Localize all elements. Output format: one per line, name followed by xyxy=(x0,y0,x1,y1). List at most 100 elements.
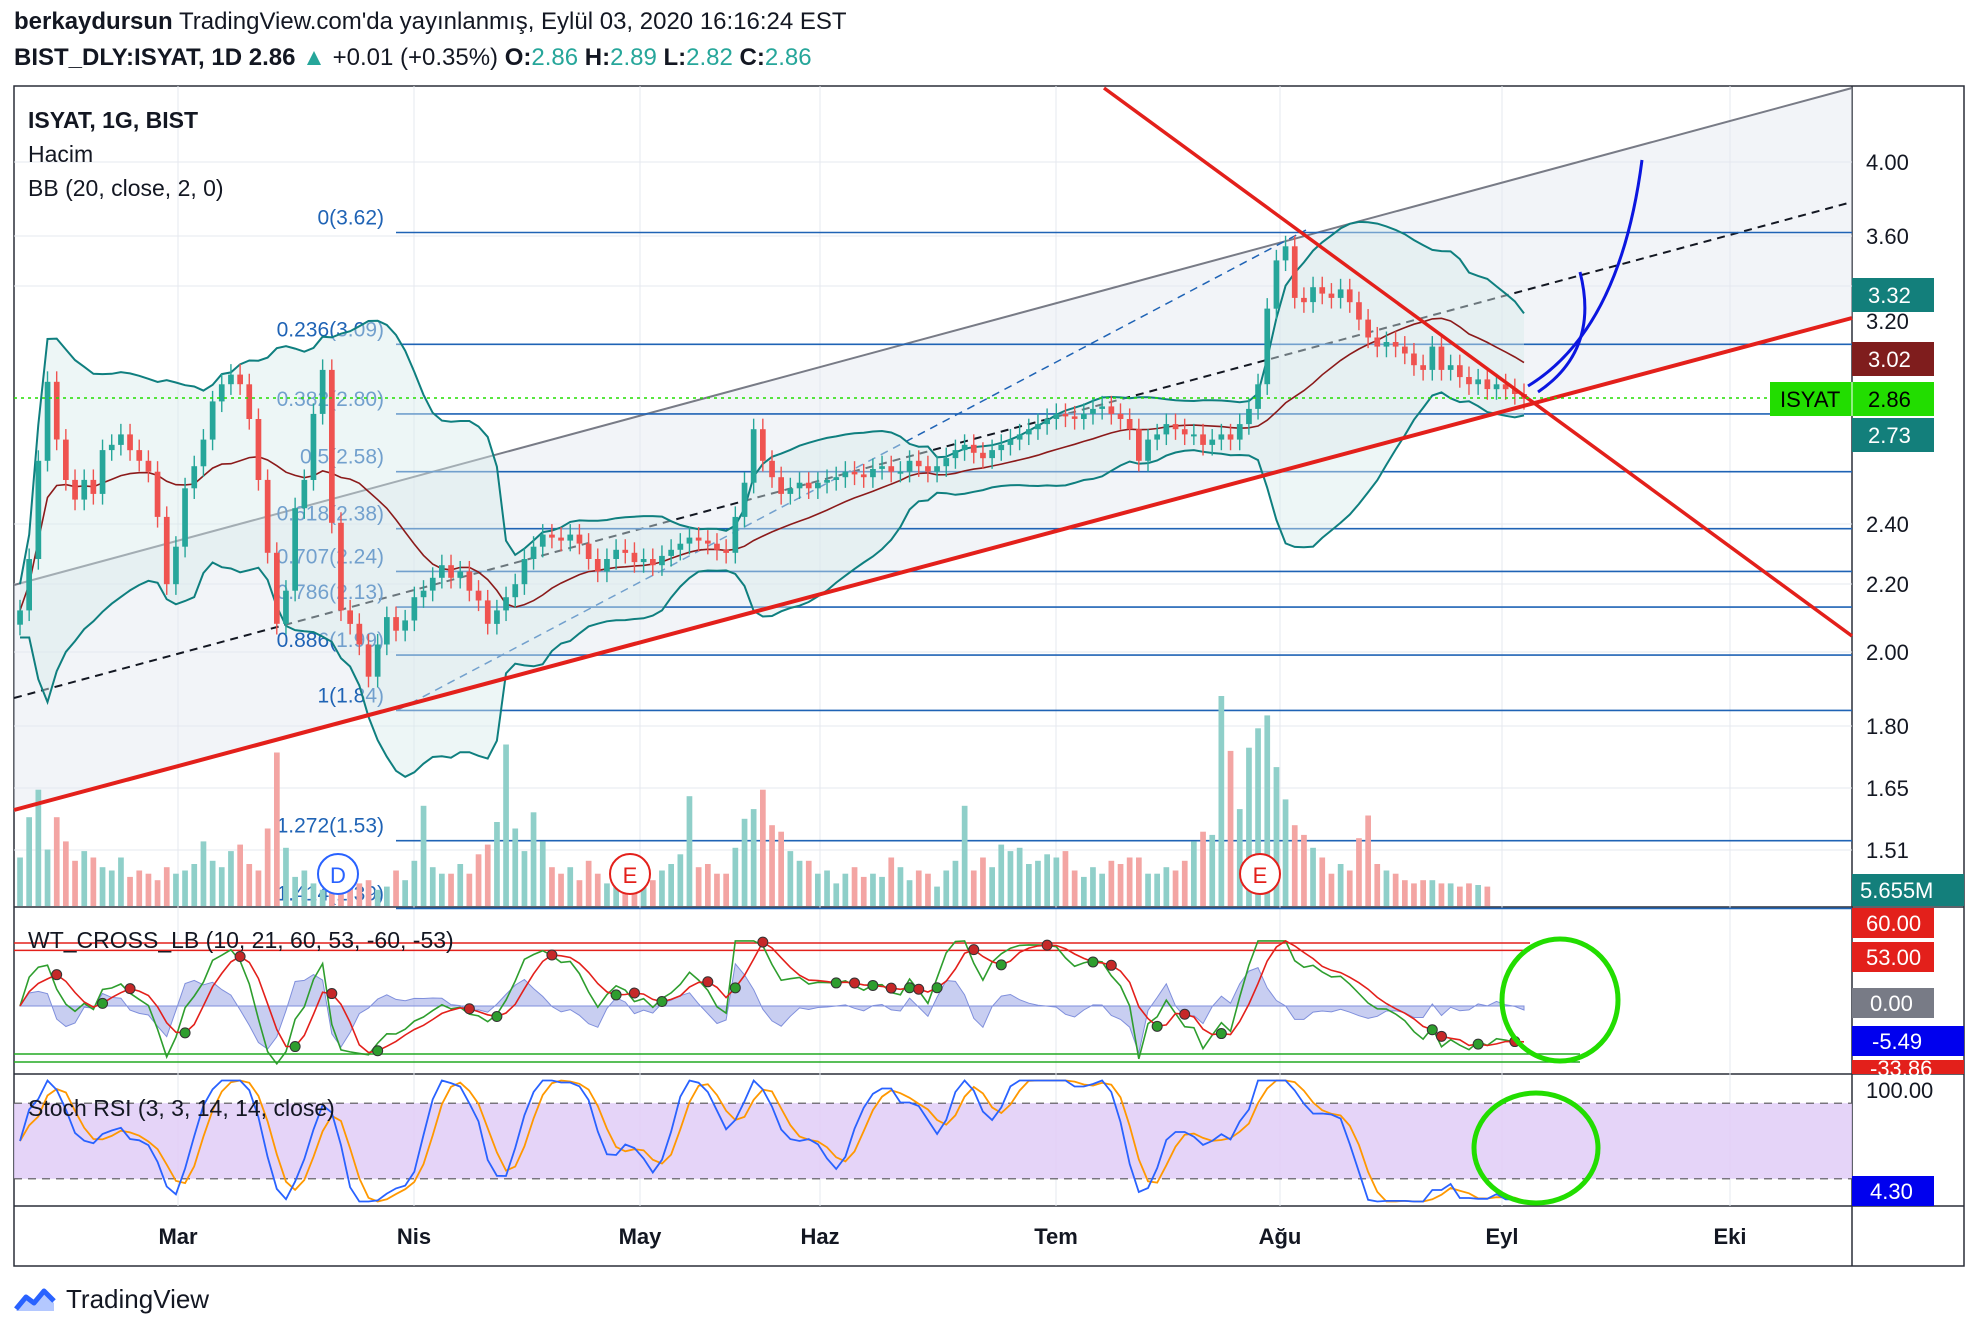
volume-bar xyxy=(1365,815,1371,906)
volume-bar xyxy=(53,817,60,906)
volume-bar xyxy=(1062,851,1069,906)
wt-cross-dot xyxy=(1435,1030,1447,1042)
wt-cross-dot xyxy=(610,989,622,1001)
price-grid xyxy=(14,161,1852,851)
wt-cross-dot xyxy=(491,1011,503,1023)
time-grid xyxy=(177,86,1731,1206)
candle-body xyxy=(484,600,491,624)
wt-cross-dot xyxy=(849,977,861,989)
candle-body xyxy=(1026,429,1032,435)
stoch-highlight-circle[interactable] xyxy=(1471,1090,1601,1206)
y-tick: 2.40 xyxy=(1866,512,1909,537)
candle-body xyxy=(668,549,674,556)
wt-cross-dot xyxy=(234,951,246,963)
legend-volume: Hacim xyxy=(28,141,93,167)
volume-bar xyxy=(1191,841,1197,906)
channel-mid-line xyxy=(13,201,1853,699)
volume-bar xyxy=(356,883,363,906)
dividend-marker[interactable]: D xyxy=(317,853,359,895)
volume-bar xyxy=(484,844,491,906)
volume-bar xyxy=(1438,883,1445,906)
candle-body xyxy=(1209,439,1216,445)
volume-bar xyxy=(1081,876,1087,906)
wt-axis: 60.00 53.00 0.00 -5.49 -33.86 xyxy=(1852,908,1964,1081)
volume-bar xyxy=(879,876,885,906)
candle-body xyxy=(686,537,693,544)
candle-body xyxy=(457,571,464,578)
candle-body xyxy=(943,458,950,467)
wt-cross-dot xyxy=(729,982,741,994)
badge-volume: 5.655M xyxy=(1860,878,1933,903)
volume-bar xyxy=(842,873,849,906)
volume-bar xyxy=(1117,864,1124,906)
channel-upper-line xyxy=(13,87,1853,586)
earnings-marker[interactable]: E xyxy=(1239,853,1281,895)
volume-bar xyxy=(860,876,867,906)
candle-body xyxy=(925,466,931,472)
earnings-marker[interactable]: E xyxy=(609,853,651,895)
candle-body xyxy=(1218,434,1225,440)
wt-cross-dot xyxy=(904,982,916,994)
candle-body xyxy=(1420,365,1426,370)
volume-bar xyxy=(411,860,418,906)
volume-bar xyxy=(613,873,619,906)
candle-body xyxy=(1484,379,1491,390)
candle-body xyxy=(1145,439,1151,461)
fibonacci-retracement[interactable]: 0(3.62)0.236(3.09)0.382(2.80)0.5(2.58)0.… xyxy=(277,206,1852,910)
candle-body xyxy=(1411,353,1417,366)
wt-cross-dot xyxy=(1105,959,1117,971)
wt-highlight-circle[interactable] xyxy=(1499,936,1621,1064)
wt-cross-dot xyxy=(372,1045,384,1057)
candle-body xyxy=(429,577,436,591)
volume-bar xyxy=(815,873,821,906)
candle-body xyxy=(374,644,381,677)
stoch-rsi-pane xyxy=(14,1078,1852,1203)
volume-bar xyxy=(1099,873,1105,906)
volume-bar xyxy=(1392,873,1399,906)
candle-body xyxy=(1154,434,1160,440)
candle-body xyxy=(136,450,143,461)
candle-body xyxy=(521,559,528,585)
candle-body xyxy=(1291,246,1298,298)
resistance-trend-line[interactable] xyxy=(1102,86,1854,638)
volume-bar xyxy=(549,867,555,906)
volume-bar xyxy=(310,883,317,906)
earnings-marker-label-2: E xyxy=(1253,863,1268,888)
candle-body xyxy=(1512,389,1518,394)
volume-bar xyxy=(723,873,729,906)
projection-arc-2[interactable] xyxy=(1537,271,1587,394)
volume-bar xyxy=(576,880,583,906)
support-trend-line[interactable] xyxy=(13,316,1853,812)
candle-body xyxy=(576,534,583,544)
volume-bar xyxy=(604,883,610,906)
volume-bar xyxy=(1044,854,1050,906)
volume-bar xyxy=(1420,880,1426,906)
x-tick: Nis xyxy=(397,1224,431,1249)
candle-body xyxy=(274,552,280,624)
fib-level-label: 0.5(2.58) xyxy=(300,446,384,469)
candle-body xyxy=(705,540,711,544)
candle-body xyxy=(347,610,353,624)
volume-bar xyxy=(1319,857,1326,906)
volume-bar xyxy=(567,867,574,906)
volume-bar xyxy=(705,864,711,906)
volume-bar xyxy=(1411,883,1417,906)
volume-bar xyxy=(17,857,23,906)
tradingview-brand[interactable]: TradingView xyxy=(14,1284,209,1315)
volume-bar xyxy=(1200,831,1206,906)
chart-header-meta: berkaydursun TradingView.com'da yayınlan… xyxy=(14,8,847,36)
volume-bar xyxy=(1346,870,1353,906)
fib-level-label: 0(3.62) xyxy=(317,206,384,229)
wt-cross-dot xyxy=(1087,956,1099,968)
candle-body xyxy=(329,369,335,523)
wt-cross-dot xyxy=(968,944,980,956)
projection-arc-1[interactable] xyxy=(1527,159,1644,388)
candle-body xyxy=(384,617,390,645)
candle-body xyxy=(1136,429,1142,461)
candle-body xyxy=(870,469,876,478)
volume-bar xyxy=(246,864,253,906)
candle-body xyxy=(1356,302,1362,320)
candle-body xyxy=(81,479,88,500)
candle-body xyxy=(769,460,775,478)
